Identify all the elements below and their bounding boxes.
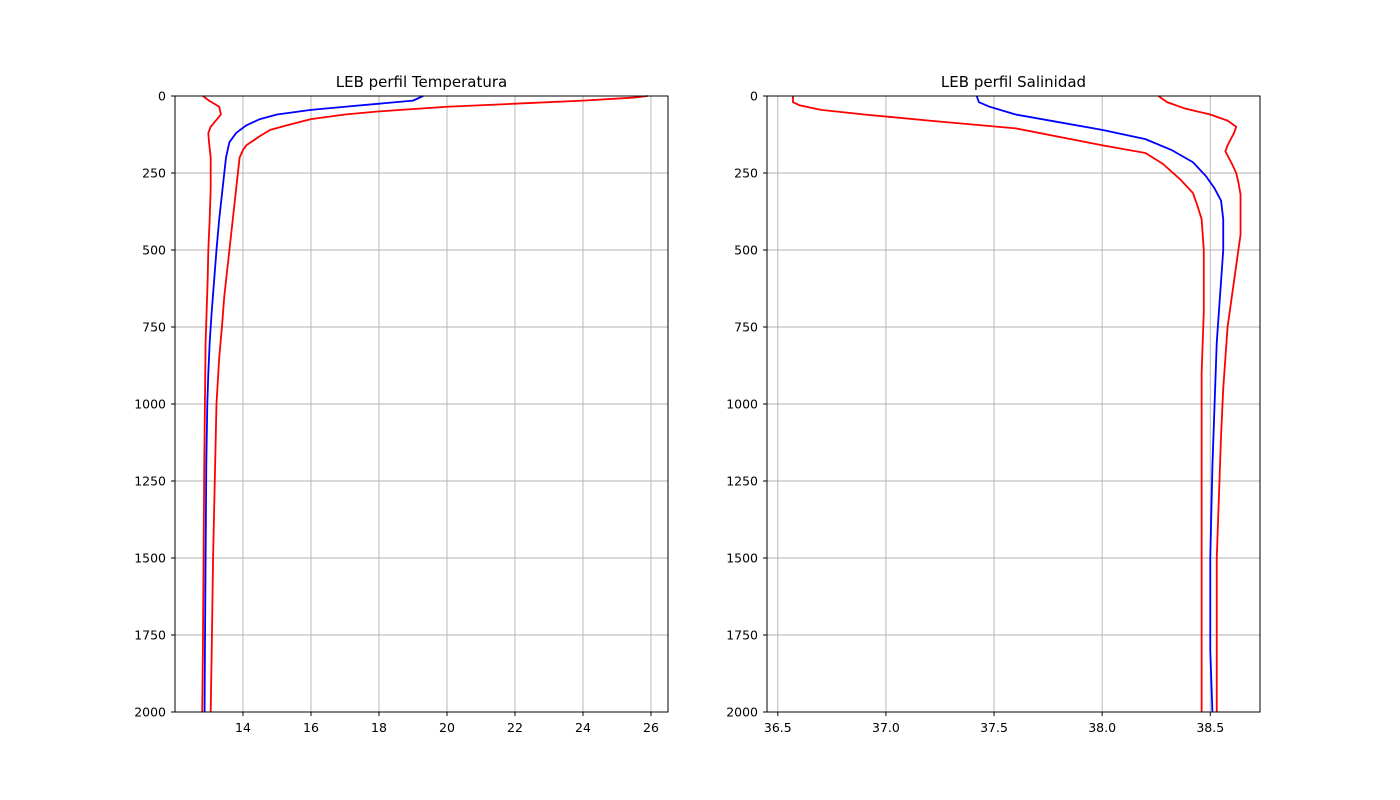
- temperature-y-tick-label: 1000: [134, 397, 166, 412]
- salinity-x-tick-label: 36.5: [764, 720, 792, 735]
- salinity-x-tick-label: 37.0: [872, 720, 900, 735]
- salinity-y-tick-label: 2000: [726, 705, 758, 720]
- salinity-y-tick-label: 250: [734, 166, 758, 181]
- temperature-y-tick-label: 500: [142, 243, 166, 258]
- temperature-x-tick-label: 24: [575, 720, 591, 735]
- temperature-series-line-3: [209, 95, 648, 713]
- temperature-y-tick-label: 1750: [134, 628, 166, 643]
- salinity-y-tick-label: 1000: [726, 397, 758, 412]
- salinity-series-line-2: [975, 95, 1225, 713]
- temperature-y-tick-label: 1250: [134, 474, 166, 489]
- temperature-y-tick-label: 1500: [134, 551, 166, 566]
- salinity-y-tick-label: 500: [734, 243, 758, 258]
- salinity-y-tick-label: 1750: [726, 628, 758, 643]
- temperature-series-line-2: [203, 95, 424, 713]
- salinity-x-tick-label: 38.0: [1088, 720, 1116, 735]
- temperature-y-tick-label: 2000: [134, 705, 166, 720]
- temperature-x-tick-label: 16: [303, 720, 319, 735]
- temperature-ticks: 14 16 18 20 22 24 26 0 250 500 750 1000 1250 1500 1750…: [134, 89, 659, 736]
- temperature-x-tick-label: 18: [371, 720, 387, 735]
- temperature-x-tick-label: 20: [439, 720, 455, 735]
- salinity-ticks: 36.5 37.0 37.5 38.0 38.5 0 250 500 750 1000 1250 15…: [726, 89, 1224, 736]
- temperature-y-tick-label: 0: [158, 89, 166, 104]
- salinity-x-tick-label: 38.5: [1196, 720, 1224, 735]
- temperature-x-tick-label: 14: [235, 720, 251, 735]
- temperature-chart-title: LEB perfil Temperatura: [336, 73, 508, 91]
- temperature-x-tick-label: 22: [507, 720, 523, 735]
- temperature-series-lines: [201, 95, 648, 713]
- salinity-y-tick-label: 1500: [726, 551, 758, 566]
- temperature-profile-panel: 14 16 18 20 22 24 26 0 250 500 750 1000 1250 1500 1750…: [134, 73, 669, 736]
- temperature-grid: [175, 95, 668, 713]
- salinity-y-tick-label: 0: [750, 89, 758, 104]
- salinity-series-line-1: [792, 96, 1205, 712]
- salinity-profile-panel: 36.5 37.0 37.5 38.0 38.5 0 250 500 750 1000 1250 15…: [726, 73, 1261, 736]
- temperature-series-line-1: [201, 95, 222, 713]
- salinity-x-tick-label: 37.5: [980, 720, 1008, 735]
- salinity-y-tick-label: 750: [734, 320, 758, 335]
- salinity-series-lines: [792, 95, 1242, 713]
- temperature-x-tick-label: 26: [643, 720, 659, 735]
- salinity-y-tick-label: 1250: [726, 474, 758, 489]
- temperature-y-tick-label: 750: [142, 320, 166, 335]
- salinity-chart-title: LEB perfil Salinidad: [941, 73, 1086, 91]
- temperature-y-tick-label: 250: [142, 166, 166, 181]
- salinity-series-line-3: [1157, 95, 1242, 712]
